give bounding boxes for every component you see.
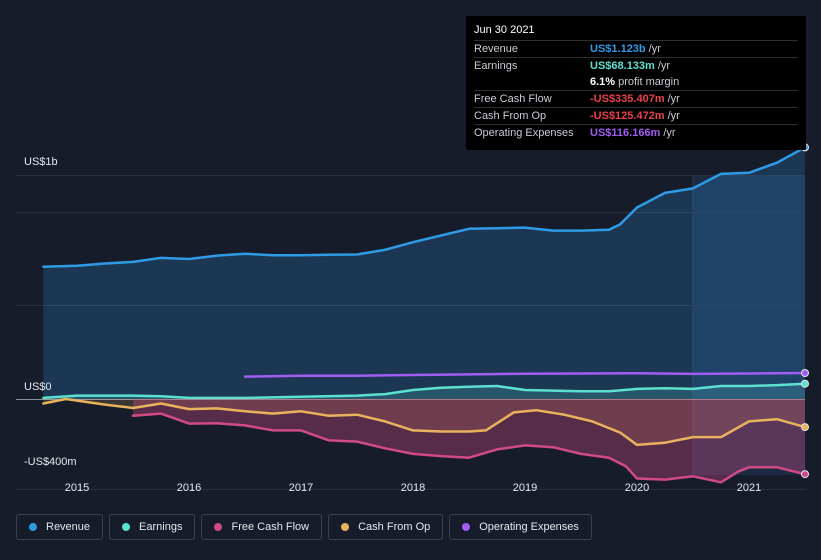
x-tick-label: 2019 <box>513 482 537 494</box>
legend-dot-icon <box>462 523 471 531</box>
tooltip-row-value: US$116.166m <box>590 127 661 139</box>
tooltip-row-label: Operating Expenses <box>474 127 574 139</box>
tooltip-row-value: -US$125.472m <box>590 110 665 122</box>
y-axis-label-zero: US$0 <box>24 381 52 393</box>
tooltip-row-unit: /yr <box>667 110 680 122</box>
tooltip-row-unit: /yr <box>648 43 661 55</box>
legend-item-free-cash-flow[interactable]: Free Cash Flow <box>201 514 323 540</box>
series-end-marker-operating-expenses <box>801 369 809 377</box>
series-line-free-cash-flow <box>131 412 807 484</box>
series-end-marker-cash-from-op <box>801 423 809 432</box>
tooltip-row: Revenue US$1.123b/yr <box>474 40 798 57</box>
legend-dot-icon <box>122 523 131 531</box>
y-axis-label-bottom: -US$400m <box>24 456 77 468</box>
x-tick-label: 2016 <box>177 482 201 494</box>
x-tick-label: 2017 <box>289 482 313 494</box>
x-tick-label: 2021 <box>737 482 761 494</box>
series-line-cash-from-op <box>42 397 807 447</box>
x-tick-label: 2020 <box>625 482 649 494</box>
tooltip-row-label: Free Cash Flow <box>474 93 552 105</box>
tooltip-row-unit: /yr <box>657 60 671 72</box>
legend-dot-icon <box>341 523 350 531</box>
chart-grid <box>16 175 805 490</box>
x-tick-label: 2018 <box>401 482 425 494</box>
tooltip-row-unit: /yr <box>663 127 676 139</box>
chart-legend: Revenue Earnings Free Cash Flow Cash From O… <box>16 514 592 542</box>
tooltip-row: Operating Expenses US$116.166m/yr <box>474 124 798 141</box>
tooltip-row-unit: profit margin <box>618 76 680 88</box>
series-line-revenue <box>42 146 807 269</box>
tooltip-row-value: US$1.123b <box>590 43 646 55</box>
tooltip-row-label: Cash From Op <box>474 110 547 122</box>
legend-dot-icon <box>29 523 37 531</box>
legend-item-label: Cash From Op <box>358 521 431 533</box>
tooltip-row: Earnings US$68.133m/yr <box>474 57 798 74</box>
series-fill-free-cash-flow <box>133 399 805 483</box>
tooltip-row: 6.1% profit margin <box>474 74 798 90</box>
tooltip-row-unit: /yr <box>667 93 680 105</box>
x-axis-ticks: 2015 2016 2017 2018 2019 2020 2021 <box>65 482 761 494</box>
x-tick-label: 2015 <box>65 482 89 494</box>
legend-item-label: Earnings <box>139 521 183 533</box>
tooltip-row-value: 6.1% <box>590 76 616 88</box>
series-fills <box>43 147 805 483</box>
tooltip-row-value: US$68.133m <box>590 60 655 72</box>
series-end-marker-earnings <box>801 379 809 388</box>
legend-dot-icon <box>214 523 223 531</box>
tooltip-row: Cash From Op -US$125.472m/yr <box>474 107 798 124</box>
tooltip-row-label: Earnings <box>474 60 518 72</box>
legend-item-earnings[interactable]: Earnings <box>109 514 196 540</box>
series-line-operating-expenses <box>243 371 807 378</box>
series-fill-cash-from-op <box>43 399 805 445</box>
legend-item-label: Operating Expenses <box>479 521 579 533</box>
series-fill-earnings <box>43 383 805 399</box>
hover-tooltip: Jun 30 2021 Revenue US$1.123b/yr Earnings U… <box>466 16 806 150</box>
tooltip-row-value: -US$335.407m <box>590 93 665 105</box>
series-line-earnings <box>42 382 807 400</box>
series-end-marker-free-cash-flow <box>801 470 809 479</box>
tooltip-row-label: Revenue <box>474 43 519 55</box>
series-fill-revenue <box>43 147 805 399</box>
tooltip-row: Free Cash Flow -US$335.407m/yr <box>474 90 798 107</box>
legend-item-label: Revenue <box>46 521 91 533</box>
tooltip-row-label <box>474 74 590 90</box>
y-axis-label-top: US$1b <box>24 156 58 168</box>
legend-item-operating-expenses[interactable]: Operating Expenses <box>449 514 592 540</box>
legend-item-cash-from-op[interactable]: Cash From Op <box>328 514 444 540</box>
series-lines <box>42 146 807 484</box>
legend-item-label: Free Cash Flow <box>231 521 310 533</box>
tooltip-date: Jun 30 2021 <box>474 24 535 36</box>
legend-item-revenue[interactable]: Revenue <box>16 514 104 540</box>
highlight-region <box>693 175 805 475</box>
